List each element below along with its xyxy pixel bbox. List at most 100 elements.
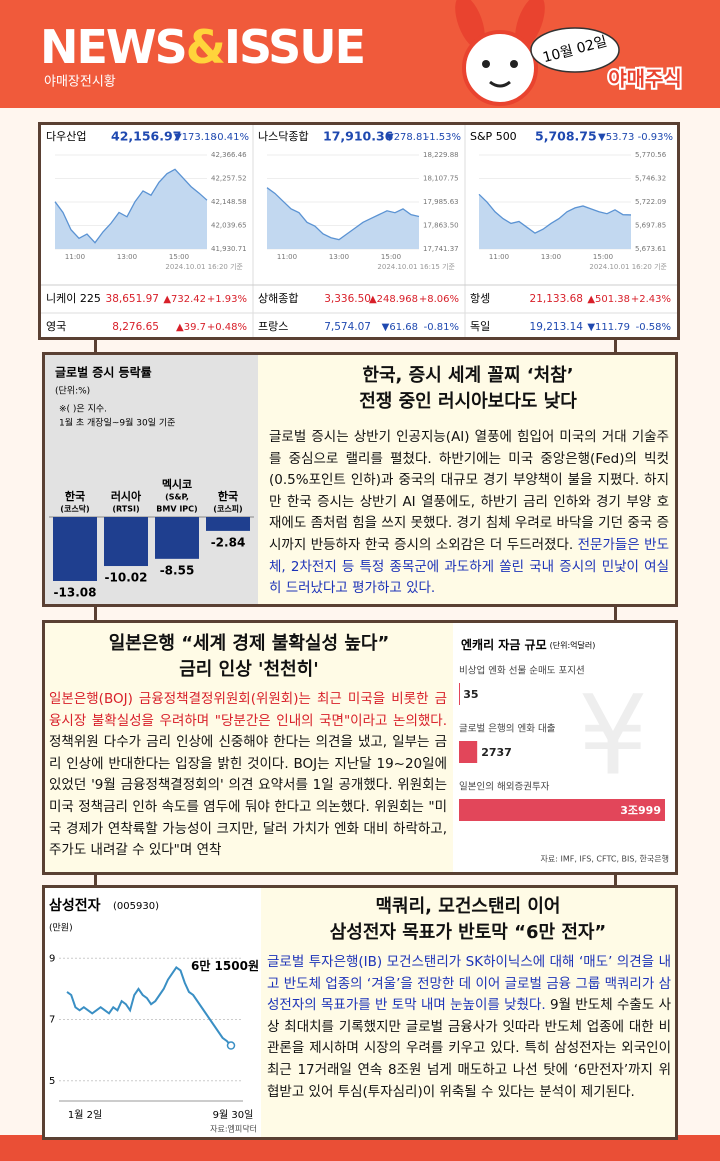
- x-tick-label: 15:00: [381, 253, 401, 261]
- line: [266, 187, 420, 241]
- market-name: 프랑스: [258, 320, 288, 333]
- index-value: 5,708.75: [535, 129, 597, 144]
- annotation: 6만 1500원: [191, 958, 259, 973]
- line: [478, 193, 632, 234]
- market-value: 19,213.14: [530, 321, 584, 333]
- chart-unit: (만원): [49, 923, 73, 934]
- market-pct: +0.48%: [207, 322, 247, 333]
- line: [66, 966, 232, 1047]
- value-label: -2.84: [211, 535, 246, 549]
- y-tick-label: 5: [49, 1076, 55, 1087]
- brand: 야매주식: [608, 67, 682, 91]
- headline-line: 한국, 증시 세계 꼴찌 ‘처참’: [362, 365, 574, 386]
- connector: [94, 340, 97, 354]
- index-change: ▼53.73: [598, 132, 634, 143]
- connector: [614, 340, 617, 354]
- index-name: 다우산업: [46, 130, 86, 143]
- x-tick-label: 11:00: [277, 253, 297, 261]
- index-pct: -1.53%: [426, 132, 461, 143]
- market-change: ▼61.68: [382, 322, 418, 333]
- chart-title: 엔캐리 자금 규모 (단위:억달러): [461, 637, 595, 652]
- index-value: 17,910.36: [323, 129, 394, 144]
- index-pct: -0.93%: [638, 132, 673, 143]
- value-label: -10.02: [105, 571, 148, 585]
- y-tick-label: 41,930.71: [211, 245, 247, 253]
- article-body: 일본은행(BOJ) 금융정책결정위원회(위원회)는 최근 미국을 비롯한 금융시…: [49, 689, 447, 869]
- article: 삼성전자 (005930) (만원) 9 7 5 6만 1500원 1월 2일 9월 30일 자료…: [42, 885, 678, 1140]
- market-pct: +2.43%: [631, 294, 671, 305]
- chart-unit: (단위:억달러): [550, 640, 596, 650]
- connector: [94, 607, 97, 622]
- category-label: (S&P,: [165, 493, 189, 502]
- category-label: 러시아: [111, 489, 142, 503]
- category-label: 멕시코: [162, 477, 192, 491]
- source: 자료: IMF, IFS, CFTC, BIS, 한국은행: [541, 854, 669, 864]
- y-tick-label: 5,673.61: [635, 245, 666, 253]
- market-name: 독일: [470, 319, 490, 333]
- index-value: 42,156.97: [111, 129, 181, 144]
- y-tick-label: 5,722.09: [635, 198, 666, 206]
- rank-chart: 글로벌 증시 등락률 (단위:%) ※( )은 지수. 1월 초 개장일~9월 30일…: [45, 355, 258, 604]
- end-point: [226, 1041, 236, 1050]
- y-tick-label: 5,770.56: [635, 151, 667, 159]
- body-text: 정책위원 다수가 금리 인상에 신중해야 한다는 의견을 냈고, 일부는 금리 …: [49, 734, 447, 859]
- value-label: 3조999: [620, 804, 661, 817]
- chart-unit: (단위:%): [55, 386, 90, 397]
- article-body: 글로벌 증시는 상반기 인공지능(AI) 열풍에 힘입어 미국의 거대 기술주를…: [269, 427, 669, 603]
- market-name: 니케이 225: [46, 292, 101, 305]
- timestamp: 2024.10.01 16:15 기준: [377, 262, 455, 271]
- market-pct: +1.93%: [207, 294, 247, 305]
- bar: [53, 517, 97, 581]
- index-change: ▼173.18: [174, 132, 217, 143]
- chart-title: 엔캐리 자금 규모: [461, 637, 547, 652]
- market-pct: -0.81%: [424, 322, 459, 333]
- x-tick-label: 13:00: [541, 253, 561, 261]
- headline: 일본은행 “세계 경제 불확실성 높다” 금리 인상 '천천히': [49, 631, 449, 683]
- bar: [206, 517, 250, 531]
- y-tick-label: 18,229.88: [423, 151, 459, 159]
- value-label: 2737: [481, 746, 512, 759]
- market-value: 38,651.97: [106, 293, 159, 305]
- title-part: ISSUE: [224, 20, 364, 74]
- category-label: 글로벌 은행의 엔화 대출: [459, 723, 556, 735]
- market-change: ▼111.79: [587, 322, 630, 333]
- y-tick-label: 5,746.32: [635, 175, 666, 183]
- category-label: 한국: [65, 489, 85, 503]
- body-text: 9월 반도체 수출도 사상 최대치를 기록했지만 글로벌 금융사가 잇따라 반도…: [267, 997, 671, 1100]
- bar: [155, 517, 199, 559]
- market-value: 8,276.65: [112, 321, 159, 333]
- headline: 한국, 증시 세계 꼴찌 ‘처참’ 전쟁 중인 러시아보다도 낮다: [261, 363, 675, 415]
- headline-line: 금리 인상 '천천히': [179, 659, 319, 680]
- y-tick-label: 18,107.75: [423, 175, 459, 183]
- index-pct: -0.41%: [214, 132, 249, 143]
- y-tick-label: 17,863.50: [423, 221, 459, 229]
- connector: [94, 875, 97, 887]
- category-label: 비상업 엔화 선물 순매도 포지션: [459, 665, 585, 677]
- category-label: 한국: [218, 489, 238, 503]
- body-text: 글로벌 증시는 상반기 인공지능(AI) 열풍에 힘입어 미국의 거대 기술주를…: [269, 429, 669, 553]
- headline-line: 일본은행 “세계 경제 불확실성 높다”: [108, 633, 390, 654]
- timestamp: 2024.10.01 16:20 기준: [165, 262, 243, 271]
- body-highlight: 전문가들은 반도체, 2차전지 등 특정 종목군에 과도하게 쏠린 국내 증시의…: [269, 536, 669, 597]
- chart-code: (005930): [113, 901, 159, 912]
- x-tick-label: 13:00: [117, 253, 137, 261]
- category-label: BMV IPC): [156, 505, 197, 514]
- market-value: 3,336.50: [324, 293, 371, 305]
- market-name: 상해종합: [258, 291, 298, 305]
- chart-title: 글로벌 증시 등락률: [55, 365, 152, 380]
- headline-line: 삼성전자 목표가 반토막 “6만 전자”: [329, 922, 607, 943]
- market-panel: 다우산업 42,156.97 ▼173.18 -0.41% 42,366.46 42,25…: [38, 122, 680, 340]
- line: [54, 168, 208, 244]
- headline-line: 전쟁 중인 러시아보다도 낮다: [359, 391, 577, 412]
- bar: [459, 799, 665, 821]
- market-change: ▲501.38: [587, 294, 630, 305]
- y-tick-label: 7: [49, 1015, 55, 1026]
- x-tick-label: 13:00: [329, 253, 349, 261]
- body-highlight: 일본은행(BOJ) 금융정책결정위원회(위원회)는 최근 미국을 비롯한 금융시…: [49, 691, 447, 729]
- carry-chart: ¥ 엔캐리 자금 규모 (단위:억달러) 비상업 엔화 선물 순매도 포지션 35 글로벌…: [453, 623, 675, 872]
- market-name: 영국: [46, 320, 66, 333]
- chart-note: ※( )은 지수.: [59, 404, 107, 415]
- x-tick-label: 1월 2일: [68, 1109, 102, 1121]
- title: NEWS&ISSUE: [40, 20, 364, 74]
